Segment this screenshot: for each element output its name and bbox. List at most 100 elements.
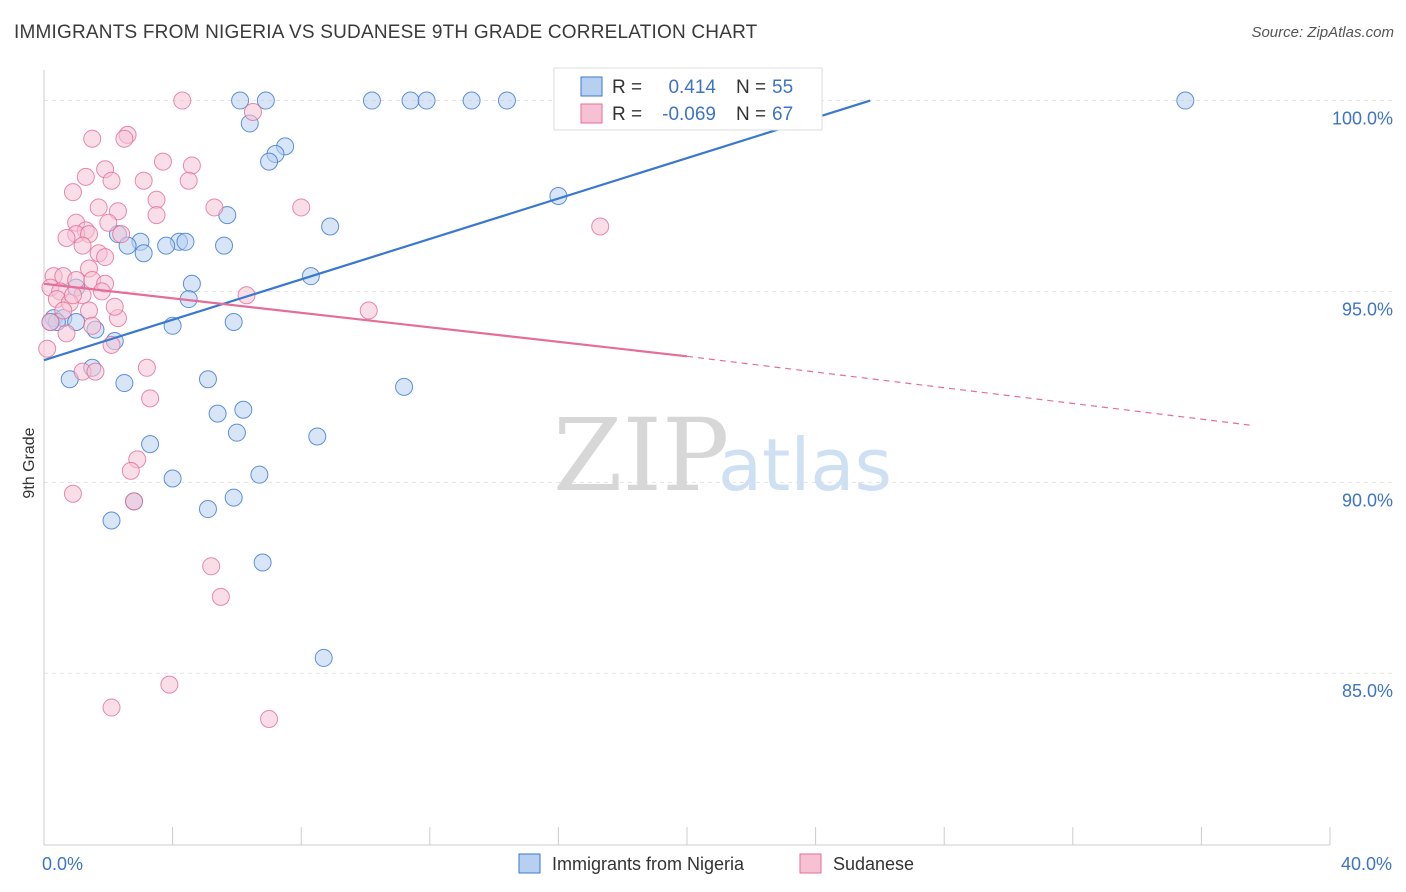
sudanese-point-61 — [160, 675, 179, 694]
x-tick-label-1: 40.0% — [1341, 854, 1392, 874]
legend-r-label-sudanese: R = — [612, 104, 642, 125]
sudanese-point-46 — [41, 312, 60, 331]
nigeria-point-51 — [253, 553, 272, 572]
sudanese-point-29 — [96, 248, 115, 267]
sudanese-point-15 — [292, 198, 311, 217]
nigeria-point-44 — [141, 435, 160, 454]
sudanese-point-13 — [147, 190, 166, 209]
nigeria-point-2 — [362, 91, 381, 110]
legend-r-value-nigeria: 0.414 — [668, 77, 716, 98]
sudanese-point-57 — [63, 484, 82, 503]
sudanese-point-3 — [83, 129, 102, 148]
sudanese-point-56 — [121, 461, 140, 480]
sudanese-point-39 — [237, 286, 256, 305]
watermark-atlas: atlas — [718, 423, 892, 507]
axes — [43, 70, 1331, 846]
nigeria-point-30 — [224, 312, 243, 331]
legend-n-value-sudanese: 67 — [772, 104, 793, 125]
nigeria-point-49 — [198, 500, 217, 519]
nigeria-point-1 — [256, 91, 275, 110]
sudanese-point-59 — [202, 557, 221, 576]
tick-labels: 100.0% 95.0% 90.0% 85.0% 0.0% 40.0% — [42, 109, 1393, 874]
y-tick-label-1: 95.0% — [1342, 299, 1393, 319]
sudanese-point-20 — [99, 213, 118, 232]
series-legend-swatch-sudanese — [799, 853, 822, 874]
sudanese-trend-extension — [686, 355, 1250, 426]
nigeria-point-37 — [115, 374, 134, 393]
nigeria-point-24 — [182, 274, 201, 293]
sudanese-point-11 — [179, 171, 198, 190]
sudanese-point-24 — [57, 228, 76, 247]
nigeria-point-21 — [215, 236, 234, 255]
nigeria-point-39 — [395, 377, 414, 396]
nigeria-point-4 — [417, 91, 436, 110]
y-tick-label-3: 85.0% — [1342, 681, 1393, 701]
legend-r-label-nigeria: R = — [612, 77, 642, 98]
nigeria-point-40 — [208, 404, 227, 423]
sudanese-point-42 — [54, 301, 73, 320]
nigeria-point-15 — [321, 217, 340, 236]
legend-swatch-sudanese — [580, 103, 603, 124]
sudanese-point-12 — [63, 183, 82, 202]
legend-n-label-sudanese: N = — [736, 104, 766, 125]
nigeria-trend-line — [43, 99, 871, 362]
sudanese-point-14 — [205, 198, 224, 217]
sudanese-point-54 — [141, 389, 160, 408]
sudanese-point-21 — [591, 217, 610, 236]
sudanese-point-6 — [182, 156, 201, 175]
series-legend: Immigrants from Nigeria Sudanese — [518, 853, 914, 874]
sudanese-point-27 — [112, 225, 131, 244]
nigeria-point-42 — [227, 423, 246, 442]
sudanese-point-64 — [63, 286, 82, 305]
chart-title: IMMIGRANTS FROM NIGERIA VS SUDANESE 9TH … — [14, 22, 758, 43]
legend-swatch-nigeria — [580, 76, 603, 97]
sudanese-point-63 — [260, 710, 279, 729]
grid-lines — [44, 100, 1392, 674]
legend-r-value-sudanese: -0.069 — [662, 104, 716, 125]
y-tick-label-2: 90.0% — [1342, 490, 1393, 510]
nigeria-point-6 — [497, 91, 516, 110]
source-credit: Source: ZipAtlas.com — [1251, 24, 1394, 41]
sudanese-point-1 — [243, 102, 262, 121]
y-axis-label: 9th Grade — [21, 427, 38, 498]
nigeria-point-45 — [163, 469, 182, 488]
sudanese-point-16 — [89, 198, 108, 217]
nigeria-point-20 — [176, 232, 195, 251]
nigeria-point-46 — [250, 465, 269, 484]
sudanese-point-51 — [137, 358, 156, 377]
sudanese-point-48 — [57, 324, 76, 343]
sudanese-point-60 — [211, 587, 230, 606]
sudanese-point-8 — [76, 167, 95, 186]
nigeria-point-38 — [198, 370, 217, 389]
sudanese-point-66 — [105, 297, 124, 316]
stats-legend: R = 0.414 N = 55 R = -0.069 N = 67 — [553, 67, 823, 131]
sudanese-point-10 — [134, 171, 153, 190]
watermark: ZIP atlas — [553, 397, 892, 514]
nigeria-point-48 — [224, 488, 243, 507]
series-legend-label-sudanese: Sudanese — [833, 854, 914, 874]
series-legend-label-nigeria: Immigrants from Nigeria — [552, 854, 745, 874]
nigeria-point-8 — [1176, 91, 1195, 110]
nigeria-point-41 — [234, 400, 253, 419]
nigeria-point-12 — [260, 152, 279, 171]
watermark-zip: ZIP — [553, 397, 729, 514]
nigeria-point-52 — [314, 648, 333, 667]
series-legend-swatch-nigeria — [518, 853, 541, 874]
y-tick-label-0: 100.0% — [1332, 109, 1393, 129]
legend-n-value-nigeria: 55 — [772, 77, 793, 98]
sudanese-point-26 — [73, 236, 92, 255]
sudanese-point-5 — [153, 152, 172, 171]
nigeria-point-5 — [462, 91, 481, 110]
sudanese-point-44 — [359, 301, 378, 320]
sudanese-point-50 — [38, 339, 57, 358]
sudanese-point-18 — [147, 206, 166, 225]
nigeria-point-43 — [308, 427, 327, 446]
x-tick-label-0: 0.0% — [42, 854, 83, 874]
nigeria-point-22 — [134, 244, 153, 263]
legend-n-label-nigeria: N = — [736, 77, 766, 98]
nigeria-point-3 — [401, 91, 420, 110]
nigeria-point-0 — [231, 91, 250, 110]
sudanese-point-4 — [115, 129, 134, 148]
sudanese-point-53 — [86, 362, 105, 381]
